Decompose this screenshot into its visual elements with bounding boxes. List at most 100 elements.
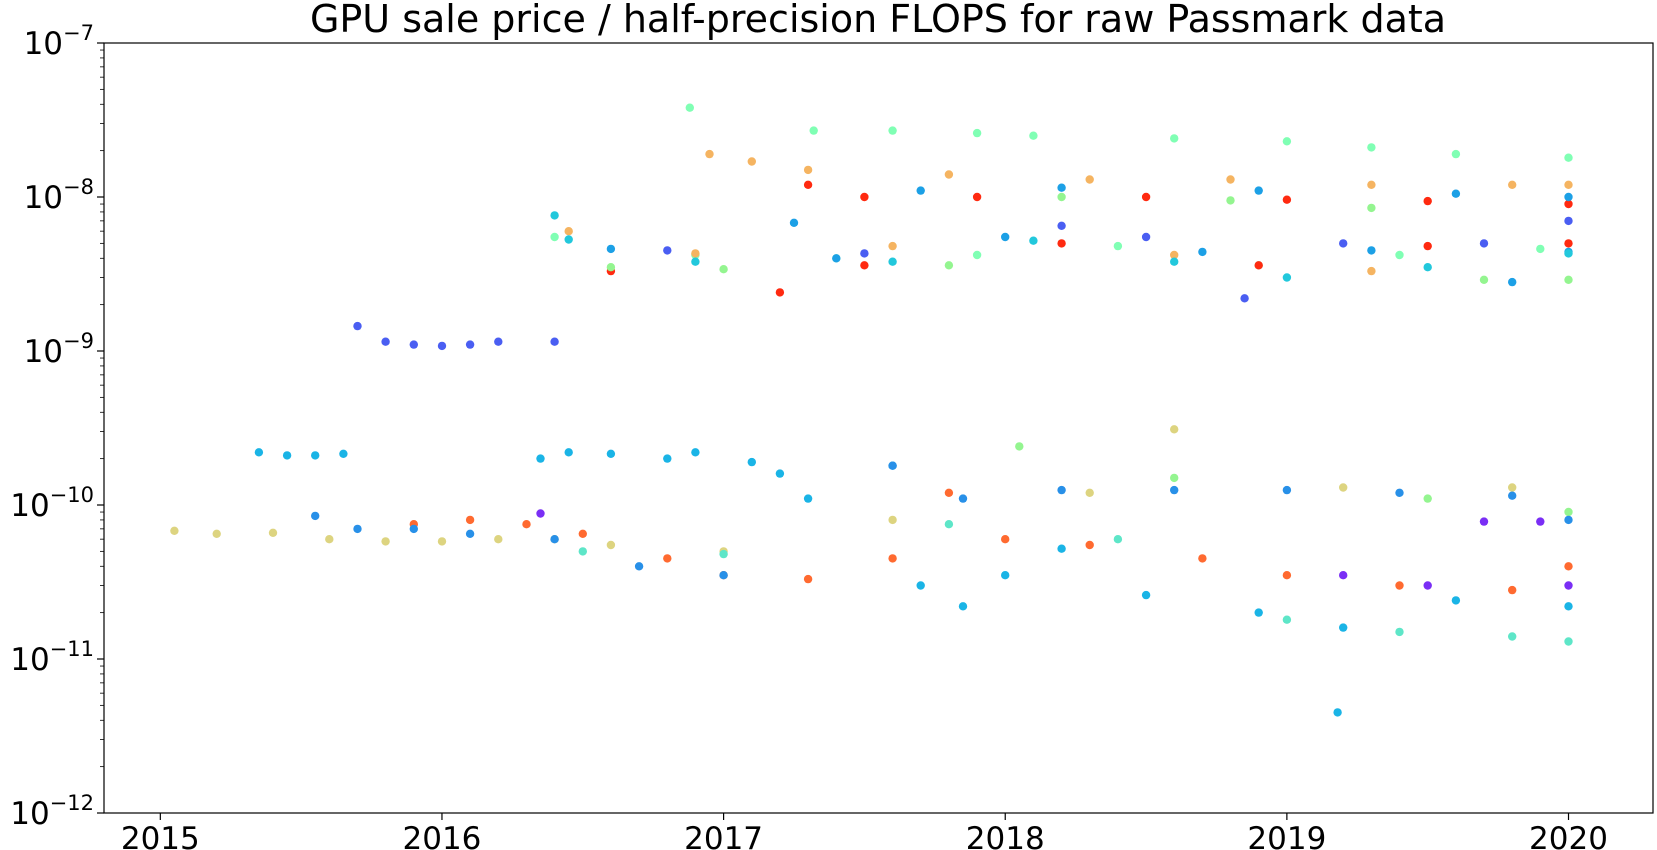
- data-point: [944, 261, 954, 270]
- data-point: [1226, 175, 1235, 184]
- y-tick-label: 10−12: [10, 791, 94, 832]
- data-point: [1479, 275, 1489, 284]
- data-point: [1170, 485, 1179, 495]
- data-point: [803, 180, 813, 189]
- data-point: [888, 257, 897, 266]
- data-point: [1029, 131, 1038, 140]
- data-point: [1240, 294, 1249, 303]
- x-tick-label: 2017: [684, 821, 763, 850]
- data-point: [1085, 540, 1094, 550]
- data-point: [1254, 186, 1263, 195]
- data-point: [1282, 137, 1292, 146]
- y-tick-label: 10−9: [24, 329, 94, 370]
- x-tick-label: 2019: [1247, 821, 1326, 850]
- y-tick-label-base: 10: [24, 334, 63, 370]
- y-axis-minor-ticks: [100, 49, 104, 768]
- y-tick-label-exponent: −10: [50, 483, 94, 507]
- data-point: [1564, 602, 1573, 611]
- data-point: [1564, 637, 1573, 646]
- data-point: [1395, 581, 1404, 590]
- data-point: [1451, 149, 1461, 159]
- data-point: [944, 520, 954, 529]
- data-point: [606, 244, 616, 254]
- data-point: [564, 235, 573, 244]
- x-tick-label: 2020: [1529, 821, 1608, 850]
- data-point: [1367, 266, 1376, 276]
- data-point: [1198, 554, 1207, 563]
- data-point: [1395, 627, 1404, 637]
- y-tick-label-exponent: −7: [63, 21, 94, 45]
- data-point: [494, 337, 503, 346]
- y-tick-label-exponent: −8: [63, 175, 94, 199]
- x-tick-label: 2015: [121, 821, 200, 850]
- data-point: [311, 511, 320, 521]
- data-point: [1479, 517, 1489, 526]
- data-point: [353, 321, 362, 331]
- data-point: [691, 257, 700, 266]
- data-point: [1057, 239, 1066, 248]
- data-point: [1333, 708, 1342, 717]
- data-point: [325, 535, 334, 544]
- data-point: [1141, 232, 1151, 242]
- data-point: [803, 574, 813, 584]
- data-point: [944, 488, 954, 497]
- data-point: [522, 520, 531, 529]
- data-point: [1282, 485, 1292, 495]
- data-point: [1423, 263, 1432, 272]
- y-tick-label-exponent: −11: [50, 637, 94, 661]
- data-point: [465, 515, 475, 525]
- data-point: [381, 537, 390, 546]
- data-point: [409, 524, 418, 534]
- data-point: [1564, 275, 1573, 284]
- data-point: [1282, 571, 1292, 580]
- data-point: [1564, 249, 1573, 258]
- data-point: [550, 211, 559, 220]
- data-point: [1564, 153, 1573, 162]
- y-tick-label-exponent: −9: [63, 329, 94, 353]
- data-point: [381, 337, 390, 346]
- data-point: [1085, 488, 1094, 497]
- data-point: [1423, 581, 1432, 590]
- data-point: [775, 469, 785, 478]
- data-point: [888, 554, 897, 563]
- data-point: [1057, 221, 1066, 230]
- data-point: [1170, 473, 1179, 483]
- y-tick-label-base: 10: [10, 796, 49, 832]
- data-point: [1564, 562, 1573, 571]
- data-point: [1001, 232, 1010, 242]
- chart-title: GPU sale price / half-precision FLOPS fo…: [310, 0, 1446, 41]
- data-point: [1564, 581, 1573, 590]
- y-tick-label-base: 10: [24, 180, 63, 216]
- data-point: [888, 241, 897, 251]
- data-point: [916, 186, 925, 195]
- data-point: [1085, 175, 1094, 184]
- data-point: [916, 581, 925, 590]
- data-point: [705, 149, 714, 159]
- data-point: [1113, 535, 1123, 544]
- data-point: [972, 192, 982, 202]
- data-point: [606, 263, 616, 272]
- data-point: [550, 232, 559, 242]
- data-point: [353, 524, 362, 534]
- data-point: [803, 494, 813, 503]
- plot-area-frame: [103, 42, 1654, 814]
- data-point: [1508, 483, 1517, 492]
- data-point: [1508, 180, 1517, 189]
- data-point: [1282, 195, 1292, 204]
- data-point: [1282, 273, 1292, 282]
- data-point: [1170, 250, 1179, 260]
- data-point: [1564, 199, 1573, 209]
- data-point: [1282, 615, 1292, 624]
- data-point: [1536, 244, 1545, 254]
- data-point: [409, 340, 418, 349]
- data-point: [747, 457, 756, 467]
- data-point: [1226, 196, 1235, 205]
- data-point: [1508, 277, 1517, 287]
- data-point: [1339, 623, 1348, 632]
- data-point: [578, 547, 587, 556]
- data-point: [606, 540, 616, 550]
- data-point: [1367, 143, 1376, 152]
- data-point: [1564, 216, 1573, 226]
- data-point: [663, 454, 672, 463]
